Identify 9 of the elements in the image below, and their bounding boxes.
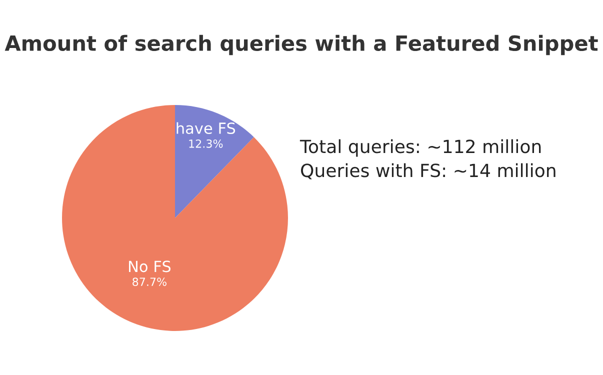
data-label: 87.7% xyxy=(132,278,166,286)
text: Queries with FS: ~14 million xyxy=(301,163,556,180)
text: Total queries: ~112 million xyxy=(300,139,541,157)
chart-title: Amount of search queries with a Featured Snippet xyxy=(4,34,598,56)
slice-label: No FS xyxy=(129,260,171,272)
data-label: 12.3% xyxy=(189,139,223,148)
pie-slice xyxy=(175,105,254,218)
slice-label: have FS xyxy=(176,122,236,134)
pie-slice xyxy=(62,105,288,331)
